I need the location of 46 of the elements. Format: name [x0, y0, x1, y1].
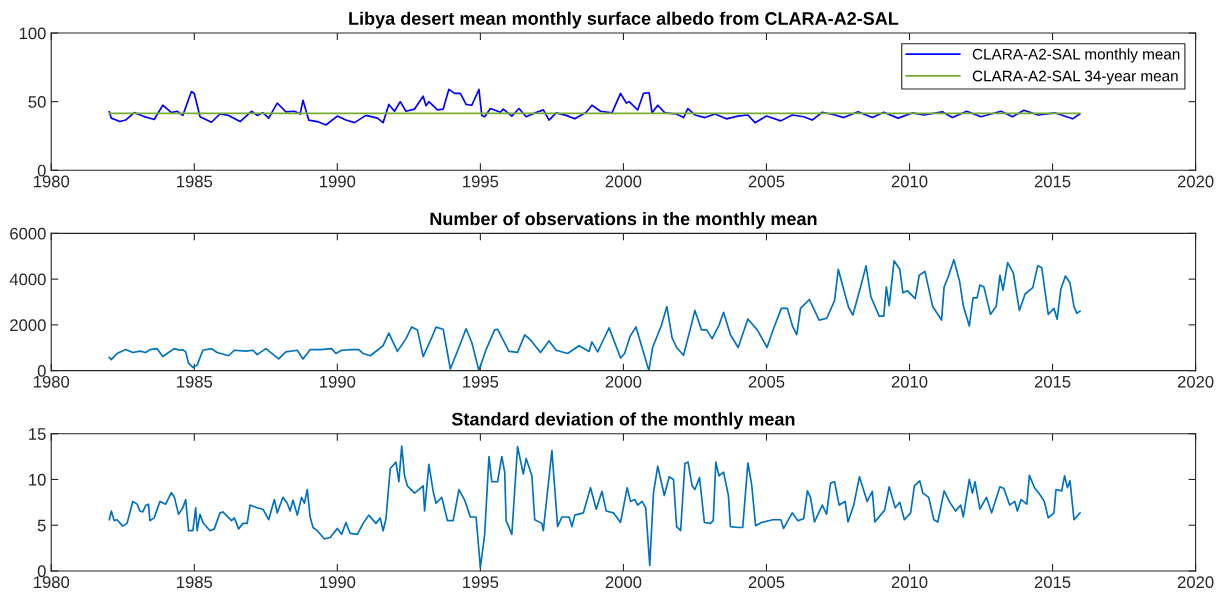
x-tick-label: 1985: [177, 576, 213, 589]
x-tick-label: 1980: [33, 576, 70, 589]
x-tick-label: 2000: [605, 175, 642, 188]
x-tick-label: 2010: [891, 175, 928, 188]
line-series: [108, 88, 1081, 126]
x-tick-label: 2005: [748, 576, 785, 589]
x-tick-label: 2005: [748, 375, 785, 388]
y-tick-label: 2000: [10, 319, 46, 332]
y-tick-label: 4000: [9, 273, 46, 286]
x-tick-label: 1990: [320, 375, 356, 388]
x-tick-label: 2000: [605, 375, 642, 388]
x-tick-label: 1995: [463, 576, 499, 589]
y-tick-label: 0: [37, 164, 46, 177]
x-tick-label: 2020: [1177, 175, 1214, 188]
line-series: [108, 258, 1081, 371]
y-tick-label: 10: [29, 473, 46, 486]
chart-title: Number of observations in the monthly mean: [430, 211, 817, 229]
x-tick-label: 1990: [320, 576, 356, 589]
chart-title: Libya desert mean monthly surface albedo from CLARA-A2-SAL: [349, 11, 899, 29]
legend-label: CLARA-A2-SAL monthly mean: [972, 48, 1180, 63]
x-tick-label: 1985: [177, 375, 213, 388]
y-tick-label: 50: [28, 96, 46, 108]
x-tick-label: 2015: [1034, 375, 1071, 388]
x-tick-label: 2010: [891, 375, 928, 388]
x-tick-label: 2010: [891, 576, 928, 589]
x-tick-label: 1990: [320, 175, 356, 188]
x-tick-label: 2005: [748, 175, 785, 188]
chart-title: Standard deviation of the monthly mean: [451, 412, 795, 430]
y-tick-label: 6000: [10, 227, 46, 240]
x-tick-label: 1980: [33, 375, 70, 388]
x-tick-label: 1980: [33, 175, 70, 188]
x-tick-label: 2000: [605, 576, 642, 589]
x-tick-label: 2015: [1034, 576, 1071, 589]
x-tick-label: 2015: [1034, 175, 1071, 188]
legend-label: CLARA-A2-SAL 34-year mean: [972, 70, 1178, 85]
y-tick-label: 0: [37, 365, 46, 377]
x-tick-label: 2020: [1177, 576, 1214, 589]
x-tick-label: 2020: [1177, 375, 1214, 388]
y-tick-label: 15: [29, 428, 46, 440]
x-tick-label: 1995: [463, 375, 499, 388]
x-tick-label: 1985: [177, 175, 213, 188]
line-series: [108, 445, 1081, 569]
x-tick-label: 1995: [463, 175, 499, 188]
y-tick-label: 0: [37, 565, 46, 578]
y-tick-label: 5: [37, 519, 46, 532]
y-tick-label: 100: [19, 27, 46, 40]
